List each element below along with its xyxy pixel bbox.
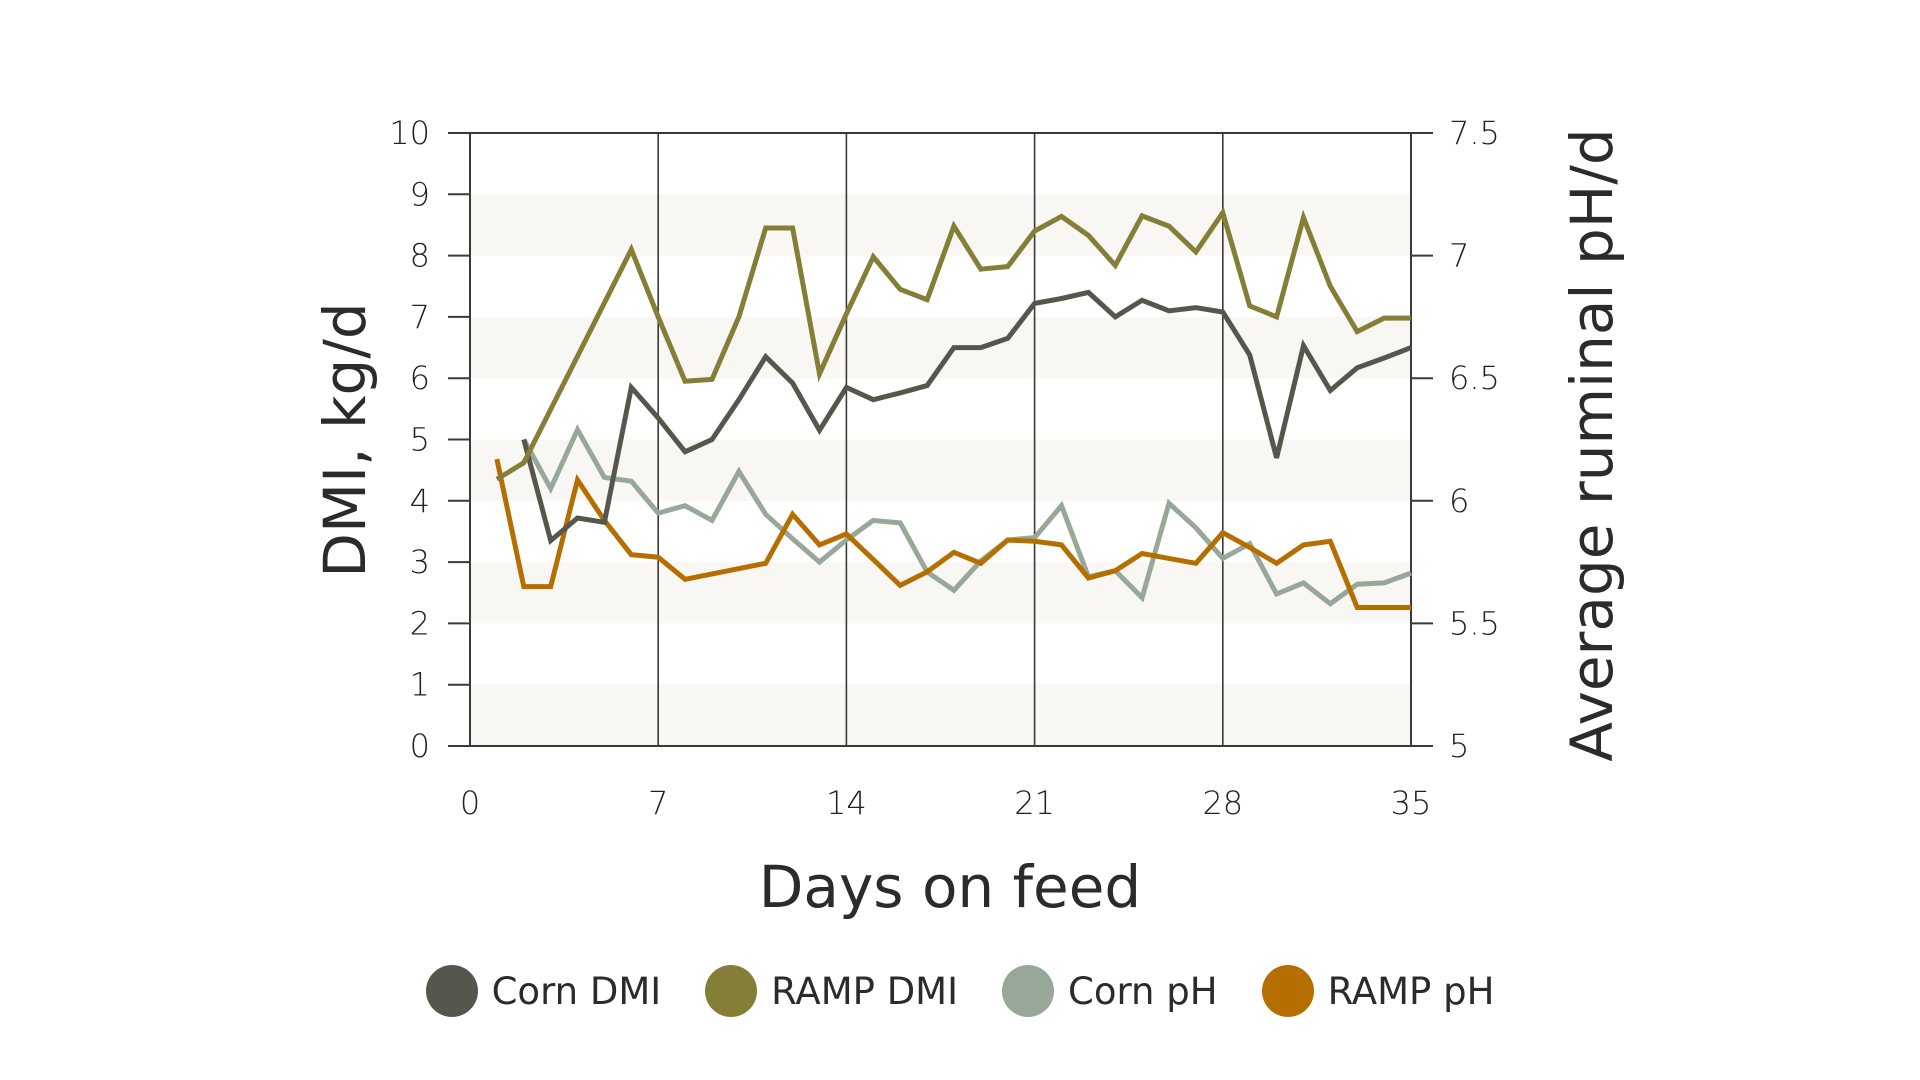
background-band (470, 562, 1411, 624)
right-tick-label: 6.5 (1449, 359, 1500, 397)
legend: Corn DMI RAMP DMI Corn pH RAMP pH (0, 965, 1920, 1017)
right-tick-label: 5.5 (1449, 604, 1500, 642)
left-tick-label: 5 (410, 421, 430, 459)
left-tick-label: 8 (410, 237, 430, 275)
legend-item-corn-dmi: Corn DMI (425, 965, 662, 1017)
y2-axis-title: Average ruminal pH/d (1558, 128, 1626, 761)
series-lines (494, 206, 1412, 610)
series-line-ramp-ph (494, 458, 1411, 610)
right-axis-tick-labels: 5 5.5 6 6.5 7 7.5 (1449, 114, 1500, 765)
x-tick-label: 35 (1391, 784, 1432, 822)
left-axis-tick-labels: 0 1 2 3 4 5 6 7 8 9 10 (389, 114, 430, 765)
left-tick-label: 2 (410, 604, 430, 642)
x-tick-label: 21 (1014, 784, 1055, 822)
legend-item-ramp-dmi: RAMP DMI (705, 965, 958, 1017)
legend-swatch-icon (1002, 965, 1055, 1017)
background-bands (470, 194, 1411, 746)
left-tick-label: 10 (389, 114, 430, 152)
legend-item-corn-ph: Corn pH (1002, 965, 1218, 1017)
left-tick-label: 1 (410, 666, 430, 704)
x-axis-tick-labels: 0 7 14 21 28 35 (460, 784, 1432, 822)
x-tick-label: 7 (648, 784, 668, 822)
background-band (470, 194, 1411, 256)
left-tick-label: 9 (410, 175, 430, 213)
legend-label: Corn DMI (491, 969, 662, 1013)
x-tick-label: 0 (460, 784, 480, 822)
legend-item-ramp-ph: RAMP pH (1261, 965, 1495, 1017)
left-tick-label: 3 (410, 543, 430, 581)
x-tick-label: 14 (826, 784, 867, 822)
legend-label: RAMP pH (1327, 969, 1495, 1013)
right-tick-label: 6 (1449, 482, 1469, 520)
legend-label: Corn pH (1068, 969, 1218, 1013)
legend-swatch-icon (1261, 965, 1314, 1017)
right-tick-label: 7 (1449, 237, 1469, 275)
x-tick-label: 28 (1202, 784, 1243, 822)
right-tick-label: 7.5 (1449, 114, 1500, 152)
series-line-ramp-dmi (495, 206, 1411, 482)
background-band (470, 684, 1411, 746)
left-tick-label: 7 (410, 298, 430, 336)
y-axis-title: DMI, kg/d (311, 302, 379, 577)
left-tick-label: 0 (410, 727, 430, 765)
vertical-gridlines (657, 133, 1224, 746)
series-line-corn-dmi (521, 289, 1412, 546)
right-tick-label: 5 (1449, 727, 1469, 765)
x-axis-title: Days on feed (759, 853, 1141, 921)
legend-swatch-icon (425, 965, 478, 1017)
legend-label: RAMP DMI (771, 969, 959, 1013)
left-tick-label: 4 (410, 482, 430, 520)
axes (448, 132, 1433, 747)
background-band (470, 439, 1411, 501)
left-tick-label: 6 (410, 359, 430, 397)
series-line-corn-ph (521, 424, 1412, 607)
legend-swatch-icon (705, 965, 758, 1017)
